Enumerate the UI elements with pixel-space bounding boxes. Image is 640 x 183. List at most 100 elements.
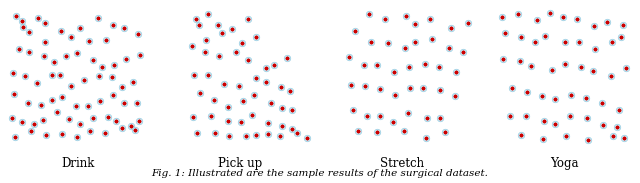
- Point: [49, 60, 60, 63]
- Point: [224, 135, 234, 137]
- Point: [223, 106, 233, 109]
- Point: [266, 101, 276, 104]
- Point: [111, 120, 121, 123]
- Point: [388, 121, 399, 124]
- Point: [515, 60, 525, 63]
- Point: [558, 15, 568, 18]
- Point: [193, 131, 203, 134]
- Point: [38, 119, 48, 122]
- Text: Fig. 1: Illustrated are the sample results of the surgical dataset.: Fig. 1: Illustrated are the sample resul…: [152, 169, 488, 178]
- Point: [204, 13, 214, 16]
- Point: [11, 14, 21, 17]
- Point: [32, 81, 42, 84]
- Point: [463, 22, 473, 25]
- Point: [29, 123, 40, 126]
- Point: [346, 83, 356, 86]
- Point: [213, 24, 223, 27]
- Point: [572, 18, 582, 20]
- Point: [463, 22, 473, 25]
- Point: [435, 117, 445, 120]
- Point: [515, 60, 525, 63]
- Point: [214, 54, 225, 57]
- Point: [371, 130, 381, 133]
- Point: [67, 85, 77, 88]
- Point: [513, 12, 524, 15]
- Point: [241, 134, 252, 137]
- Point: [383, 41, 393, 44]
- Point: [499, 31, 509, 34]
- Point: [101, 39, 111, 42]
- Point: [404, 66, 414, 68]
- Point: [40, 22, 50, 25]
- Point: [189, 73, 200, 76]
- Point: [10, 136, 20, 139]
- Point: [32, 81, 42, 84]
- Point: [195, 92, 205, 95]
- Point: [121, 58, 131, 61]
- Point: [201, 38, 211, 41]
- Point: [545, 12, 556, 15]
- Point: [348, 109, 358, 112]
- Point: [540, 35, 550, 38]
- Point: [121, 58, 131, 61]
- Point: [247, 114, 257, 117]
- Point: [56, 133, 67, 136]
- Point: [93, 17, 103, 20]
- Point: [532, 18, 542, 21]
- Text: Drink: Drink: [61, 156, 95, 169]
- Point: [227, 27, 237, 30]
- Point: [605, 74, 616, 77]
- Point: [236, 120, 246, 123]
- Point: [195, 92, 205, 95]
- Point: [263, 122, 273, 124]
- Point: [575, 66, 586, 69]
- Point: [18, 25, 28, 28]
- Point: [132, 33, 143, 36]
- Point: [249, 94, 259, 97]
- Point: [238, 99, 248, 102]
- Point: [24, 51, 34, 54]
- Point: [10, 136, 20, 139]
- Point: [247, 114, 257, 117]
- Point: [444, 47, 454, 50]
- Point: [216, 31, 227, 34]
- Point: [348, 109, 358, 112]
- Point: [35, 104, 45, 107]
- Point: [204, 13, 214, 16]
- Point: [589, 24, 600, 27]
- Point: [404, 87, 415, 90]
- Point: [40, 41, 50, 44]
- Point: [108, 94, 118, 97]
- Point: [522, 90, 532, 93]
- Point: [99, 132, 109, 135]
- Point: [353, 129, 363, 132]
- Point: [561, 134, 571, 137]
- Point: [427, 37, 437, 40]
- Point: [72, 135, 82, 138]
- Point: [39, 55, 49, 57]
- Point: [132, 33, 143, 36]
- Point: [590, 47, 600, 50]
- Point: [83, 104, 93, 107]
- Point: [223, 120, 233, 123]
- Point: [401, 15, 412, 18]
- Point: [75, 123, 85, 126]
- Point: [602, 20, 612, 23]
- Point: [103, 115, 113, 118]
- Point: [540, 35, 550, 38]
- Point: [216, 31, 227, 34]
- Point: [24, 31, 35, 34]
- Point: [41, 134, 51, 137]
- Point: [88, 59, 98, 62]
- Point: [47, 98, 58, 101]
- Point: [400, 46, 410, 49]
- Point: [364, 13, 374, 16]
- Point: [425, 18, 435, 21]
- Point: [130, 128, 140, 131]
- Point: [84, 130, 95, 133]
- Point: [116, 86, 127, 89]
- Point: [276, 85, 286, 88]
- Point: [526, 65, 536, 68]
- Point: [72, 51, 83, 54]
- Point: [550, 123, 561, 126]
